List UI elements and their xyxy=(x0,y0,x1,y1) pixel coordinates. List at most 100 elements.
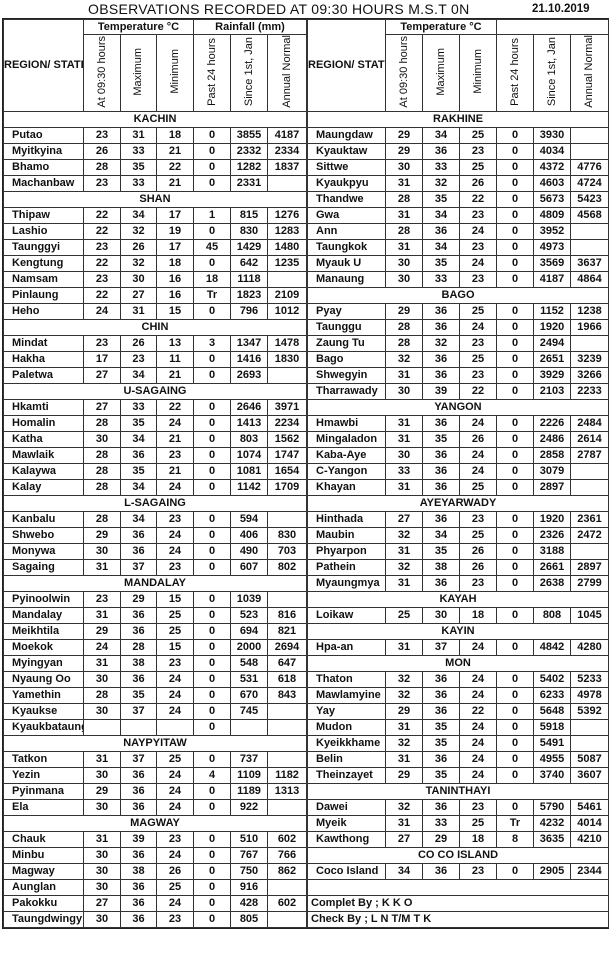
minimum-cell: 16 xyxy=(156,271,194,288)
past-24-cell: 0 xyxy=(496,383,534,400)
since-jan-cell: 607 xyxy=(230,559,268,576)
station-row: Pathein 32 38 26 0 2661 2897 xyxy=(307,559,610,576)
station-row: Taunggyi 23 26 17 45 1429 1480 xyxy=(3,239,307,256)
annual-normal-cell: 602 xyxy=(267,831,307,848)
station-row: Kalaywa 28 35 21 0 1081 1654 xyxy=(3,463,307,480)
annual-normal-cell: 647 xyxy=(267,655,307,672)
temperature-header: Temperature °C xyxy=(385,19,497,35)
minimum-cell: 17 xyxy=(156,207,194,224)
past-24-cell: 0 xyxy=(496,463,534,480)
minimum-cell: 23 xyxy=(156,655,194,672)
annual-normal-cell: 2234 xyxy=(267,415,307,432)
since-jan-header: Since 1st, Jan xyxy=(533,34,571,112)
since-jan-cell: 5918 xyxy=(533,719,571,736)
minimum-cell: 26 xyxy=(459,543,497,560)
minimum-cell: 23 xyxy=(156,559,194,576)
station-row: Theinzayet 29 35 24 0 3740 3607 xyxy=(307,767,610,784)
at-0930-cell: 30 xyxy=(83,543,121,560)
station-row: Namsam 23 30 16 18 1118 xyxy=(3,271,307,288)
annual-normal-cell: 2897 xyxy=(569,559,610,576)
station-row: Phyarpon 31 35 26 0 3188 xyxy=(307,543,610,560)
minimum-cell: 23 xyxy=(156,447,194,464)
since-jan-cell: 406 xyxy=(230,527,268,544)
past-24-cell: 0 xyxy=(193,463,231,480)
station-name: Ela xyxy=(3,799,84,816)
since-jan-cell: 3952 xyxy=(533,223,571,240)
maximum-cell: 38 xyxy=(120,655,157,672)
maximum-cell: 38 xyxy=(120,863,157,880)
annual-normal-cell: 4210 xyxy=(569,831,610,848)
past-24-cell: 0 xyxy=(193,671,231,688)
maximum-cell: 36 xyxy=(422,351,460,368)
maximum-cell: 36 xyxy=(422,863,460,880)
at-0930-header: At 09:30 hours xyxy=(385,34,423,112)
minimum-cell: 18 xyxy=(459,607,497,624)
at-0930-cell: 30 xyxy=(385,271,423,288)
at-0930-cell: 31 xyxy=(83,655,121,672)
maximum-cell: 34 xyxy=(422,527,460,544)
region-group-row: KACHIN xyxy=(3,111,307,128)
annual-normal-cell: 2109 xyxy=(267,287,307,304)
at-0930-cell: 28 xyxy=(83,479,121,496)
station-name: Heho xyxy=(3,303,84,320)
station-row: C-Yangon 33 36 24 0 3079 xyxy=(307,463,610,480)
region-group-row: BAGO xyxy=(306,287,610,304)
annual-normal-cell xyxy=(569,735,610,752)
annual-normal-cell: 3266 xyxy=(569,367,610,384)
at-0930-cell: 31 xyxy=(83,831,121,848)
maximum-cell: 34 xyxy=(120,479,157,496)
annual-normal-cell: 1235 xyxy=(267,255,307,272)
past-24-cell: 0 xyxy=(193,751,231,768)
past-24-cell: 0 xyxy=(193,895,231,912)
station-name: Theinzayet xyxy=(307,767,386,784)
minimum-cell: 24 xyxy=(459,447,497,464)
since-jan-cell: 815 xyxy=(230,207,268,224)
since-jan-cell: 3569 xyxy=(533,255,571,272)
at-0930-cell: 27 xyxy=(83,895,121,912)
region-group-row: U-SAGAING xyxy=(3,383,307,400)
past-24-cell: 0 xyxy=(193,431,231,448)
at-0930-cell: 28 xyxy=(83,447,121,464)
minimum-cell: 24 xyxy=(459,671,497,688)
minimum-cell: 23 xyxy=(459,207,497,224)
minimum-cell: 23 xyxy=(459,575,497,592)
minimum-cell: 15 xyxy=(156,303,194,320)
since-jan-cell: 922 xyxy=(230,799,268,816)
station-name: Pyinmana xyxy=(3,783,84,800)
station-name: Meikhtila xyxy=(3,623,84,640)
at-0930-cell: 32 xyxy=(385,799,423,816)
at-0930-cell: 32 xyxy=(385,351,423,368)
since-jan-cell: 2646 xyxy=(230,399,268,416)
minimum-cell: 25 xyxy=(459,351,497,368)
station-name: Chauk xyxy=(3,831,84,848)
past-24-cell: 0 xyxy=(496,703,534,720)
maximum-cell: 39 xyxy=(120,831,157,848)
annual-normal-cell: 843 xyxy=(267,687,307,704)
minimum-cell: 25 xyxy=(156,879,194,896)
at-0930-cell: 23 xyxy=(83,127,121,144)
annual-normal-cell: 2799 xyxy=(569,575,610,592)
maximum-cell: 33 xyxy=(422,815,460,832)
annual-normal-cell xyxy=(569,335,610,352)
maximum-cell: 36 xyxy=(120,879,157,896)
past-24-cell: 0 xyxy=(193,783,231,800)
minimum-cell: 23 xyxy=(156,831,194,848)
station-row: Kalay 28 34 24 0 1142 1709 xyxy=(3,479,307,496)
past-24-cell: 0 xyxy=(193,415,231,432)
minimum-cell: 25 xyxy=(156,623,194,640)
station-row: Maungdaw 29 34 25 0 3930 xyxy=(307,127,610,144)
past-24-cell: 0 xyxy=(496,351,534,368)
at-0930-cell: 30 xyxy=(83,863,121,880)
minimum-cell: 22 xyxy=(459,191,497,208)
past-24-cell: 3 xyxy=(193,335,231,352)
since-jan-cell: 1081 xyxy=(230,463,268,480)
annual-normal-cell xyxy=(569,127,610,144)
past-24-cell: 0 xyxy=(496,191,534,208)
at-0930-cell: 30 xyxy=(83,767,121,784)
at-0930-cell: 31 xyxy=(385,415,423,432)
station-name: Magway xyxy=(3,863,84,880)
at-0930-cell: 23 xyxy=(83,175,121,192)
annual-normal-cell xyxy=(267,719,307,736)
station-row: Myitkyina 26 33 21 0 2332 2334 xyxy=(3,143,307,160)
at-0930-cell: 31 xyxy=(385,367,423,384)
